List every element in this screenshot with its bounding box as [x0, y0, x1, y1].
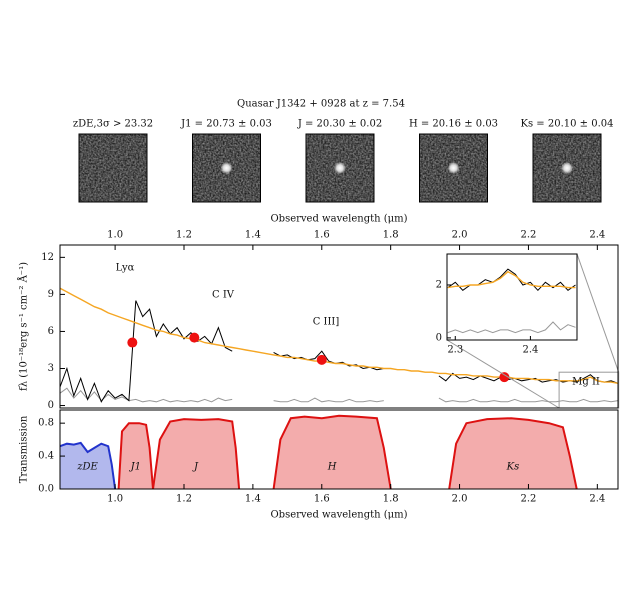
y-tick-label: 6: [48, 326, 54, 337]
x-tick-label: 1.0: [107, 494, 123, 505]
photometry-point: [127, 337, 138, 348]
inset-x-tick-label: 2.4: [522, 345, 538, 356]
x-tick-label: 2.0: [452, 230, 468, 241]
photometry-point: [316, 354, 327, 365]
inset-x-tick-label: 2.3: [447, 345, 463, 356]
filter-label: zDE: [76, 461, 98, 472]
stamp-frame: [192, 133, 261, 203]
zoom-connector: [446, 339, 560, 409]
axes-frame: [59, 244, 619, 409]
filter-label: H: [327, 461, 337, 472]
stamp-label: zDE,3σ > 23.32: [73, 119, 153, 130]
x-tick-label: 2.0: [452, 494, 468, 505]
inset-y-tick-label: 2: [436, 279, 442, 290]
stamp-source: [447, 162, 460, 174]
line-annotation: C IV: [212, 290, 235, 301]
figure-title: Quasar J1342 + 0928 at z = 7.54: [237, 99, 405, 110]
filter-curve: [272, 414, 392, 490]
filter-curve: [448, 417, 578, 490]
filter-curve: [117, 422, 154, 490]
filter-fill: [273, 415, 391, 489]
x-tick-label: 1.2: [176, 230, 192, 241]
x-tick-label: 2.4: [589, 230, 605, 241]
y-tick-label: 0.4: [38, 451, 54, 462]
x-tick-label: 1.0: [107, 230, 123, 241]
x-tick-label: 2.2: [520, 230, 536, 241]
x-axis-label: Observed wavelength (μm): [270, 214, 407, 225]
x-tick-label: 1.4: [245, 230, 261, 241]
stamp-source: [561, 162, 573, 174]
filter-fill: [60, 442, 116, 489]
x-tick-label: 2.4: [589, 494, 605, 505]
y-tick-label: 12: [41, 252, 54, 263]
stamp-label: J = 20.30 ± 0.02: [297, 119, 382, 130]
stamp-frame: [532, 133, 602, 203]
y-tick-label: 9: [48, 289, 54, 300]
x-tick-label: 1.8: [383, 494, 399, 505]
filter-fill: [118, 423, 153, 489]
photometry-point: [189, 332, 200, 343]
filter-fill: [153, 419, 240, 489]
y-tick-label: 0: [48, 400, 54, 411]
inset-y-tick-label: 0: [436, 332, 442, 343]
y-axis-label: Transmission: [19, 415, 30, 483]
line-annotation: Lyα: [116, 263, 135, 274]
line-annotation: Mg II: [572, 377, 600, 388]
line-annotation: C III]: [313, 317, 340, 328]
spectrum-line: [59, 287, 619, 384]
stamp-frame: [78, 133, 148, 203]
filter-label: J: [192, 461, 199, 472]
y-tick-label: 0.8: [38, 418, 54, 429]
x-tick-label: 1.6: [314, 494, 330, 505]
spectrum-line: [59, 387, 619, 403]
axes-frame: [59, 409, 619, 490]
x-tick-label: 1.2: [176, 494, 192, 505]
y-tick-label: 0.0: [38, 484, 54, 495]
filter-label: J1: [129, 461, 141, 472]
x-tick-label: 1.8: [383, 230, 399, 241]
filter-fill: [449, 418, 577, 489]
inset-line: [447, 270, 576, 289]
y-axis-label: fλ (10⁻¹⁸erg s⁻¹ cm⁻² Å⁻¹): [18, 262, 30, 391]
stamp-label: H = 20.16 ± 0.03: [409, 119, 498, 130]
inset-bg: [446, 253, 578, 341]
x-tick-label: 2.2: [520, 494, 536, 505]
stamp-frame: [419, 133, 488, 203]
stamp-frame: [305, 133, 375, 203]
stamp-source: [220, 162, 233, 174]
x-axis-label: Observed wavelength (μm): [270, 510, 407, 521]
x-tick-label: 1.4: [245, 494, 261, 505]
y-tick-label: 3: [48, 363, 54, 374]
stamp-noise: [79, 134, 147, 202]
inset-line: [447, 321, 576, 334]
filter-label: Ks: [506, 461, 520, 472]
stamp-label: Ks = 20.10 ± 0.04: [521, 119, 614, 130]
stamp-label: J1 = 20.73 ± 0.03: [180, 119, 272, 130]
stamp-source: [334, 162, 346, 174]
zoom-connector: [576, 253, 620, 373]
filter-curve: [152, 418, 241, 490]
x-tick-label: 1.6: [314, 230, 330, 241]
photometry-point: [499, 372, 510, 383]
filter-curve: [59, 441, 117, 490]
